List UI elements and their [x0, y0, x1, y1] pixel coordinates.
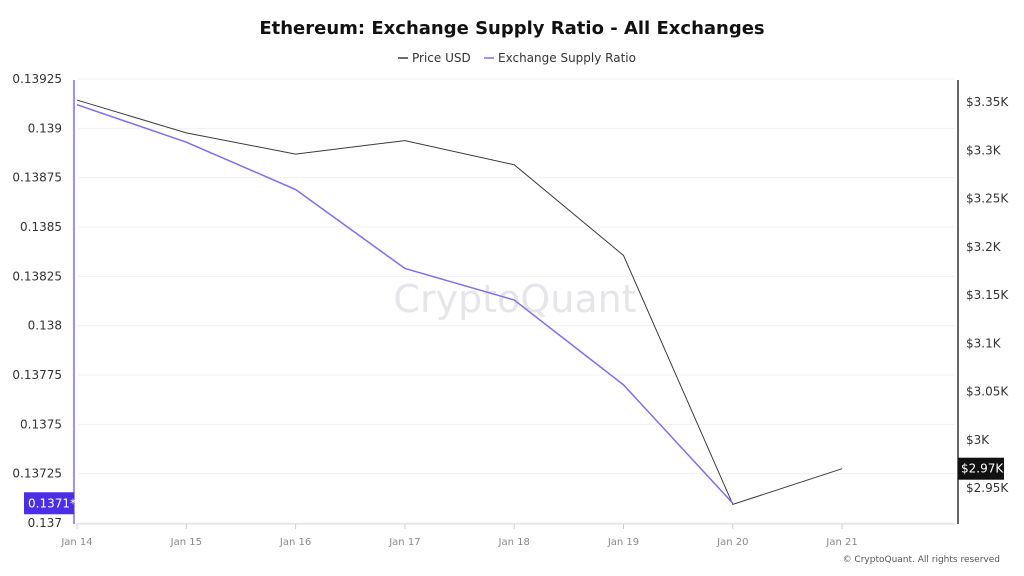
chart-title: Ethereum: Exchange Supply Ratio - All Ex…: [259, 18, 765, 39]
x-tick-label: Jan 14: [60, 537, 92, 548]
legend-item: Exchange Supply Ratio: [498, 51, 636, 65]
left-tick-label: 0.137: [28, 516, 62, 530]
x-tick-label: Jan 17: [388, 537, 420, 548]
right-tick-label: $3.1K: [966, 336, 1002, 350]
right-tick-label: $3K: [966, 433, 990, 447]
right-tick-label: $3.35K: [966, 95, 1009, 109]
left-tick-label: 0.139: [28, 121, 62, 135]
series-line-price-usd: [76, 99, 843, 506]
x-tick-label: Jan 21: [825, 537, 857, 548]
left-current-label-bg: [24, 492, 74, 515]
left-current-label: 0.1371*: [28, 496, 76, 510]
right-tick-label: $3.15K: [966, 288, 1009, 302]
left-tick-label: 0.13775: [12, 368, 62, 382]
right-tick-label: $2.95K: [966, 481, 1009, 495]
x-tick-label: Jan 20: [716, 537, 748, 548]
right-current-label-bg: [958, 457, 1004, 480]
right-tick-label: $3.25K: [966, 192, 1009, 206]
x-tick-label: Jan 15: [170, 537, 202, 548]
left-tick-label: 0.13875: [12, 171, 62, 185]
legend-item: Price USD: [412, 51, 471, 65]
left-tick-label: 0.13925: [12, 72, 62, 86]
x-tick-label: Jan 18: [498, 537, 530, 548]
x-tick-label: Jan 16: [279, 537, 311, 548]
right-tick-label: $3.05K: [966, 385, 1009, 399]
x-tick-label: Jan 19: [607, 537, 639, 548]
left-tick-label: 0.13725: [12, 467, 62, 481]
watermark: CryptoQuant: [393, 277, 636, 321]
left-tick-label: 0.1375: [20, 417, 62, 431]
right-tick-label: $3.3K: [966, 143, 1002, 157]
left-tick-label: 0.138: [28, 319, 62, 333]
copyright: © CryptoQuant. All rights reserved: [843, 555, 1000, 565]
left-tick-label: 0.13825: [12, 269, 62, 283]
left-tick-label: 0.1385: [20, 220, 62, 234]
right-tick-label: $3.2K: [966, 240, 1002, 254]
right-current-label: $2.97K: [961, 462, 1004, 476]
